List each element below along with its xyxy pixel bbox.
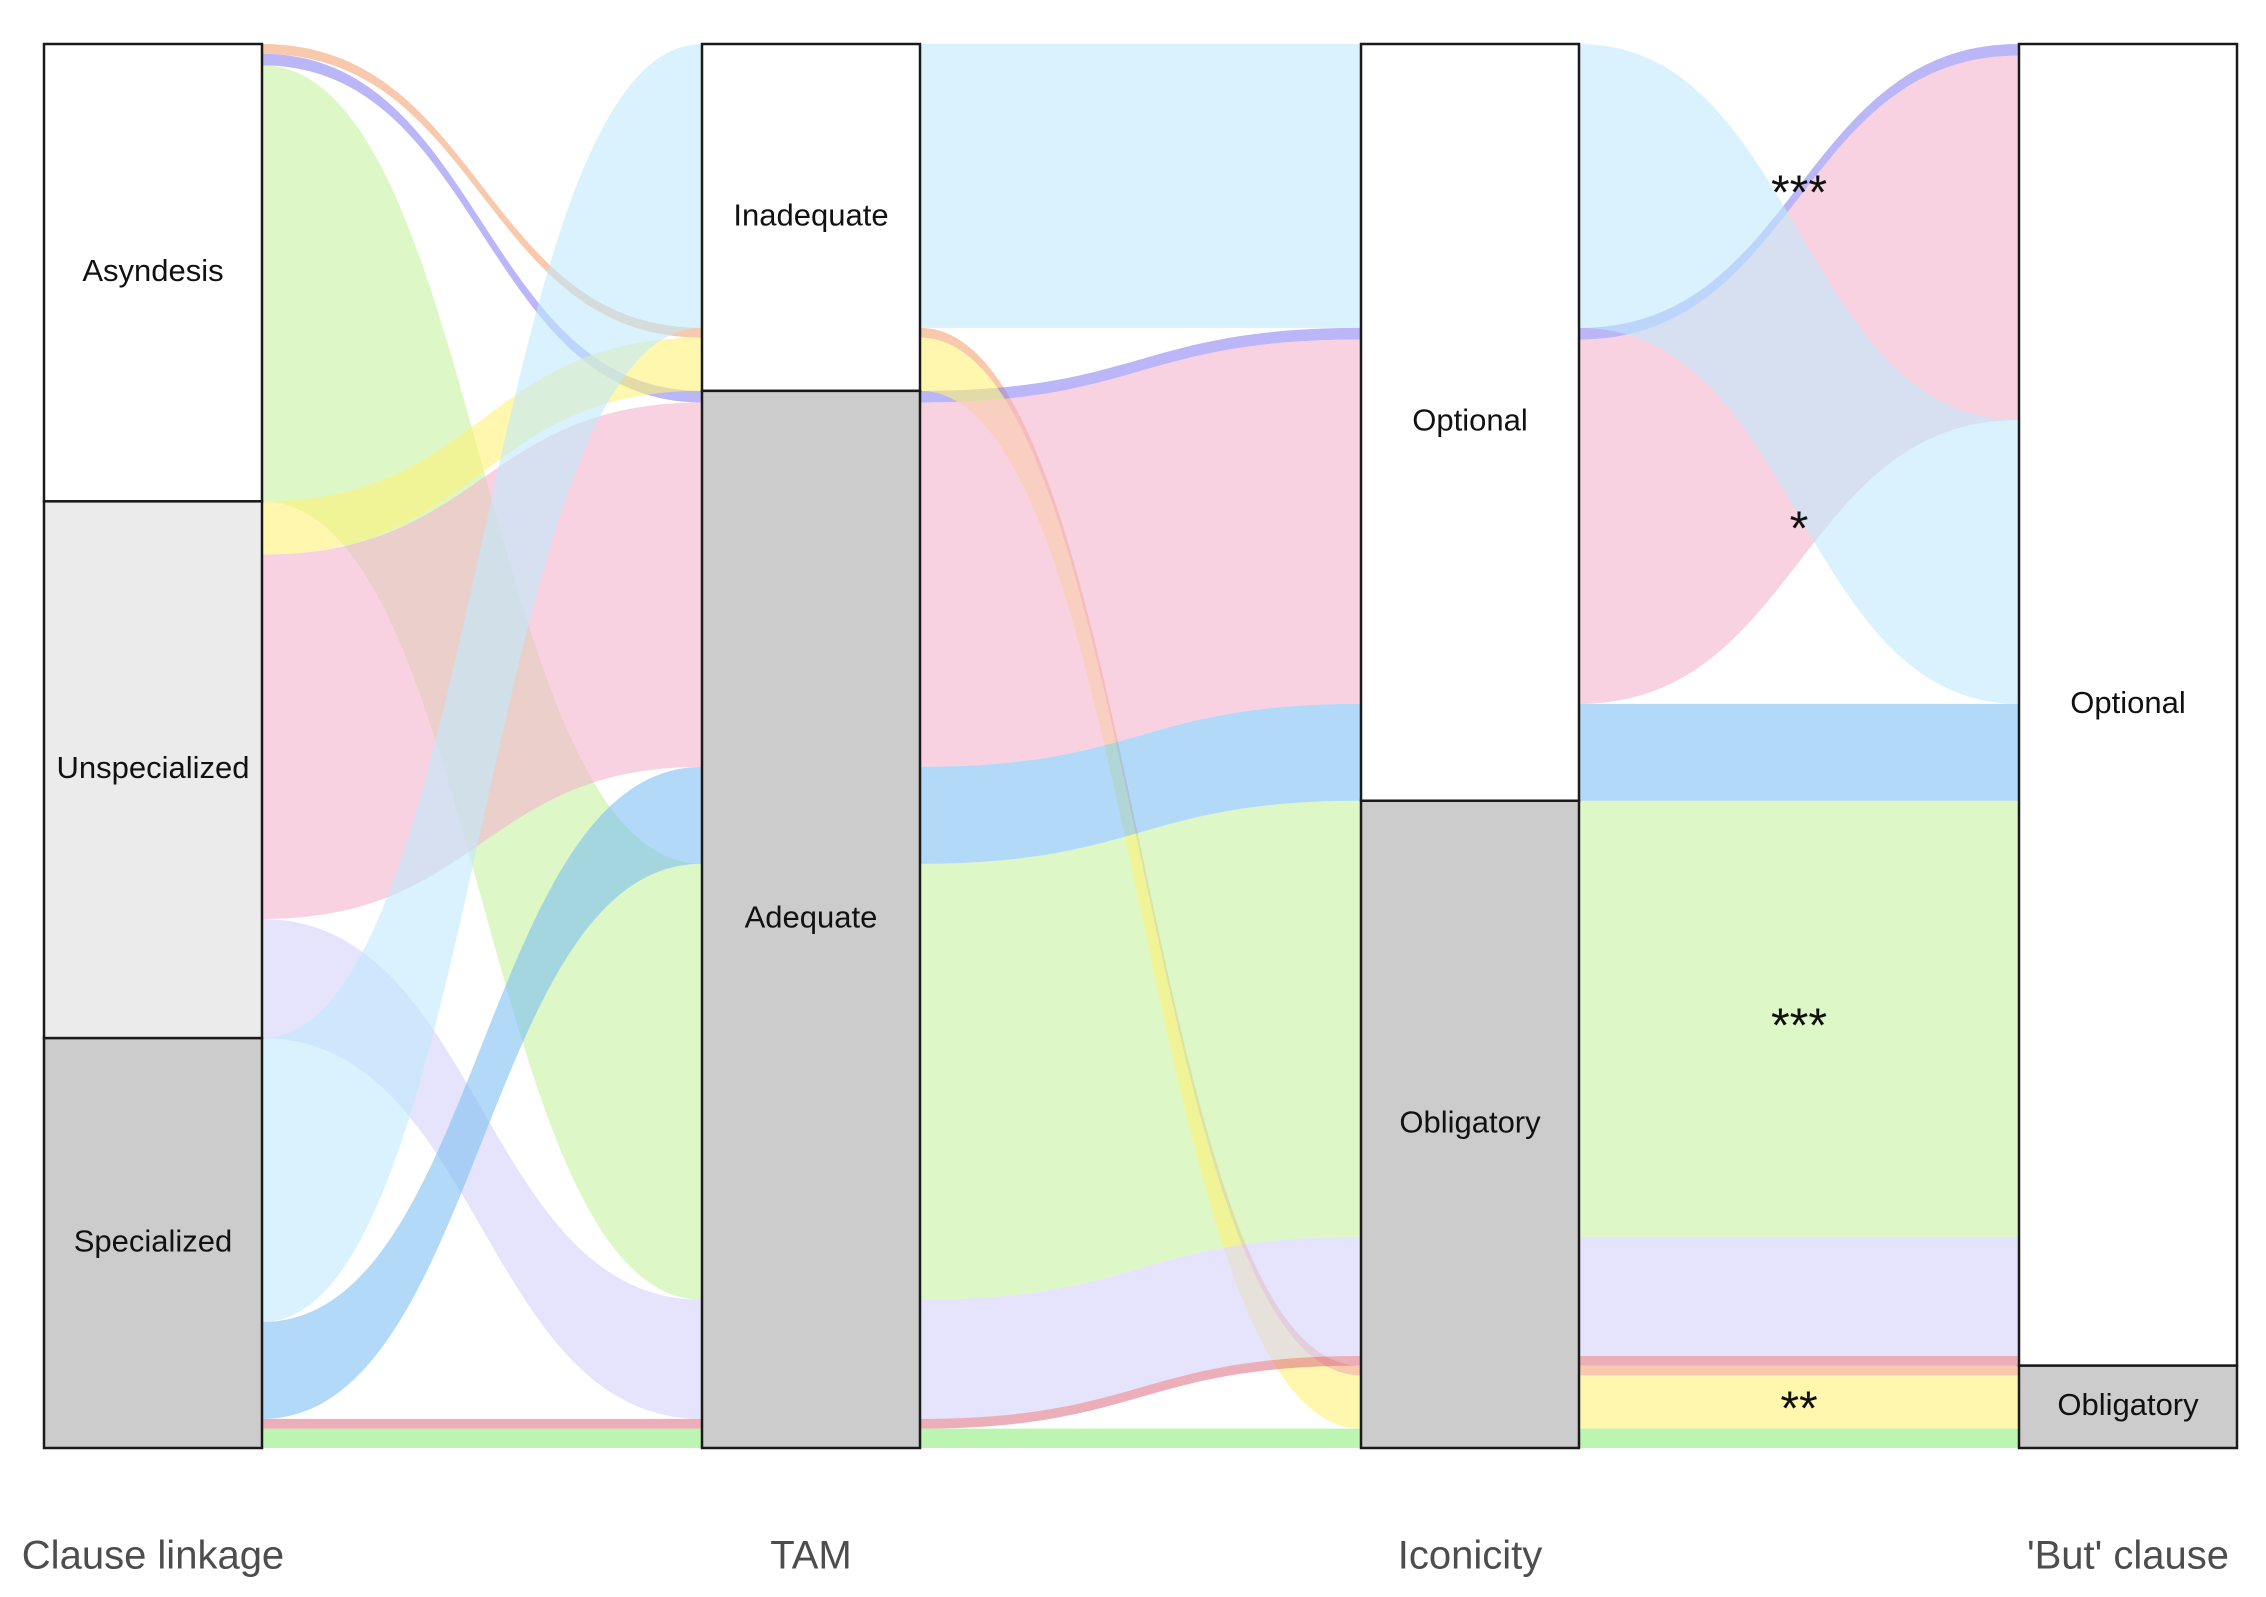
node-label-tam-adequate: Adequate: [745, 900, 878, 935]
node-linkage-specialized: [42, 1036, 264, 1450]
node-label-tam-inadequate: Inadequate: [733, 198, 888, 233]
nodes-layer: Asyndesis Unspecialized Specialized Inadequ…: [42, 42, 2239, 1450]
flow-band: [44, 44, 2237, 1323]
significance-label: **: [1780, 1383, 1817, 1436]
flow-band: [44, 1428, 2237, 1448]
node-label-but-obligatory: Obligatory: [2057, 1387, 2199, 1422]
node-label-but-optional: Optional: [2070, 685, 2185, 720]
node-label-linkage-specialized: Specialized: [74, 1223, 233, 1258]
axis-label-but: 'But' clause: [2027, 1534, 2229, 1578]
flow-band: [44, 337, 2237, 1429]
flow-band: [44, 55, 2237, 919]
node-label-iconicity-optional: Optional: [1412, 403, 1527, 438]
node-linkage-unspecialized: [42, 500, 264, 1040]
significance-label: ***: [1771, 999, 1827, 1052]
node-label-iconicity-obligatory: Obligatory: [1399, 1105, 1541, 1140]
significance-layer: *********: [1771, 167, 1827, 1436]
node-but-optional: [2017, 42, 2239, 1367]
axis-labels-layer: Clause linkage TAM Iconicity 'But' clause: [22, 1534, 2229, 1578]
node-iconicity-obligatory: [1359, 799, 1581, 1450]
flow-band: [44, 703, 2237, 1419]
flow-band: [44, 65, 2237, 1300]
flow-band: [44, 44, 2237, 403]
flow-band: [44, 1355, 2237, 1429]
axis-label-iconicity: Iconicity: [1398, 1534, 1543, 1578]
node-tam-adequate: [700, 389, 922, 1450]
node-label-linkage-unspecialized: Unspecialized: [57, 750, 250, 785]
significance-label: *: [1790, 502, 1809, 555]
axis-label-linkage: Clause linkage: [22, 1534, 284, 1578]
flow-band: [44, 918, 2237, 1419]
significance-label: ***: [1771, 167, 1827, 220]
node-but-obligatory: [2017, 1364, 2239, 1450]
flows-layer: [44, 44, 2237, 1448]
axis-label-tam: TAM: [770, 1534, 851, 1578]
node-linkage-asyndesis: [42, 42, 264, 503]
node-label-linkage-asyndesis: Asyndesis: [82, 253, 223, 288]
